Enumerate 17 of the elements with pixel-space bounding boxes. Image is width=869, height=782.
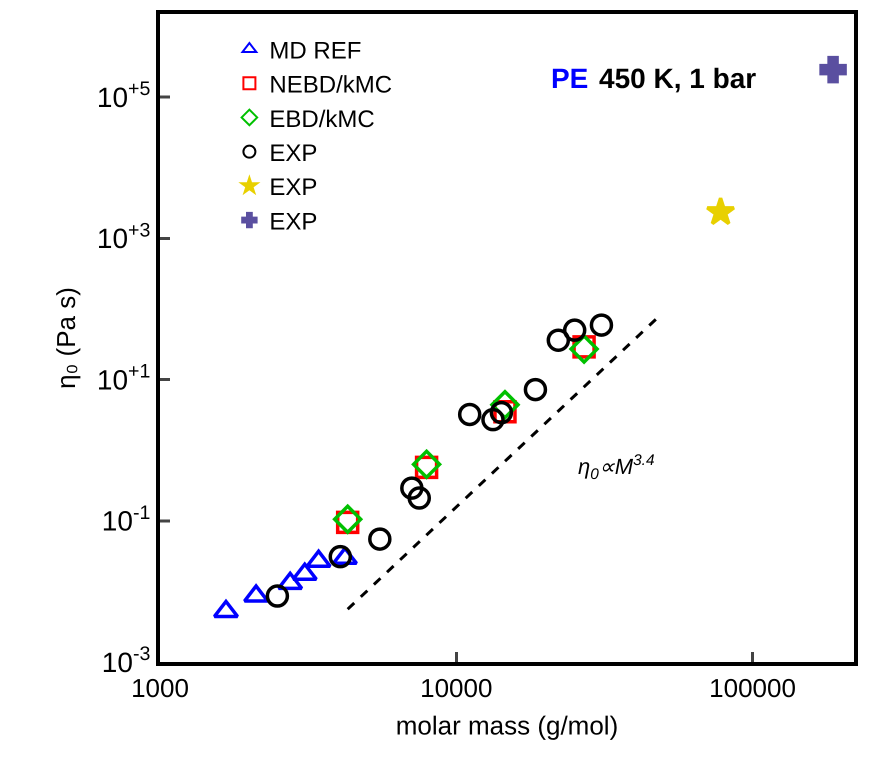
- annotation: 450 K, 1 bar: [599, 63, 756, 94]
- legend-label: EXP: [269, 174, 318, 202]
- x-tick-label: 10000: [420, 673, 492, 704]
- y-tick-label: 10$^{+1}$: [96, 360, 150, 396]
- x-tick-label: 100000: [709, 673, 796, 704]
- annotation: PE: [551, 63, 588, 94]
- x-axis-title: molar mass (g/mol): [396, 710, 618, 740]
- y-tick-label: 10$^{+3}$: [96, 219, 150, 254]
- y-tick-label: 10$^{+5}$: [96, 78, 150, 113]
- legend-label: MD REF: [269, 37, 362, 64]
- legend-label: EXP: [269, 140, 318, 168]
- y-tick-label: 10$^{-1}$: [102, 502, 150, 537]
- legend-label: EXP: [269, 208, 318, 236]
- legend-label: EBD/kMC: [269, 106, 375, 133]
- legend-label: NEBD/kMC: [269, 72, 392, 99]
- annotation: η$_{0}$∝M$^{3.4}$: [578, 452, 655, 483]
- y-axis-title: η₀ (Pa s): [50, 287, 81, 389]
